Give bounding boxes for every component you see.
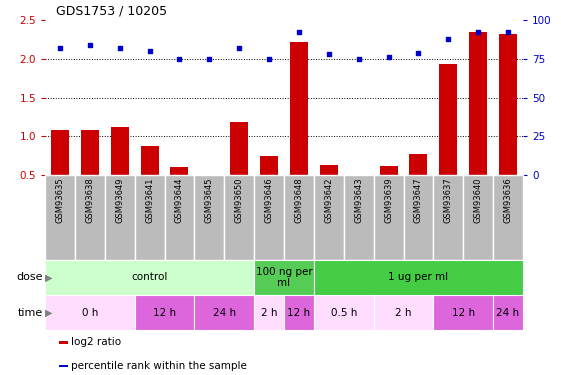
Bar xyxy=(45,175,75,260)
Point xyxy=(414,50,423,55)
Text: 12 h: 12 h xyxy=(452,308,475,318)
Bar xyxy=(81,130,99,175)
Bar xyxy=(105,175,135,260)
Text: control: control xyxy=(131,273,168,282)
Text: GSM93644: GSM93644 xyxy=(175,177,184,223)
Text: 24 h: 24 h xyxy=(496,308,519,318)
Point xyxy=(324,51,333,57)
Bar xyxy=(194,175,224,260)
Bar xyxy=(434,295,493,330)
Text: 2 h: 2 h xyxy=(261,308,277,318)
Text: 12 h: 12 h xyxy=(153,308,176,318)
Bar xyxy=(320,165,338,175)
Text: GSM93640: GSM93640 xyxy=(473,177,482,223)
Bar xyxy=(45,260,254,295)
Bar xyxy=(51,130,69,175)
Bar xyxy=(284,175,314,260)
Point xyxy=(56,45,65,51)
Point xyxy=(115,45,124,51)
Text: GSM93643: GSM93643 xyxy=(354,177,363,223)
Bar xyxy=(493,175,523,260)
Point xyxy=(234,45,243,51)
Bar xyxy=(314,260,523,295)
Text: 2 h: 2 h xyxy=(396,308,412,318)
Text: GSM93647: GSM93647 xyxy=(414,177,423,223)
Text: 24 h: 24 h xyxy=(213,308,236,318)
Point xyxy=(175,56,184,62)
Text: GDS1753 / 10205: GDS1753 / 10205 xyxy=(56,5,167,18)
Point xyxy=(85,42,94,48)
Text: 12 h: 12 h xyxy=(287,308,310,318)
Bar xyxy=(75,175,105,260)
Bar xyxy=(374,295,434,330)
Point xyxy=(444,36,453,42)
Text: GSM93648: GSM93648 xyxy=(295,177,304,223)
Point xyxy=(354,56,363,62)
Text: log2 ratio: log2 ratio xyxy=(71,337,121,347)
Text: percentile rank within the sample: percentile rank within the sample xyxy=(71,361,247,371)
Bar xyxy=(290,42,308,175)
Text: GSM93650: GSM93650 xyxy=(234,177,243,223)
Bar xyxy=(469,32,487,175)
Bar xyxy=(374,175,403,260)
Text: 0 h: 0 h xyxy=(81,308,98,318)
Bar xyxy=(434,175,463,260)
Text: GSM93646: GSM93646 xyxy=(265,177,274,223)
Point xyxy=(295,29,304,35)
Point xyxy=(205,56,214,62)
Bar xyxy=(59,341,68,344)
Text: GSM93637: GSM93637 xyxy=(444,177,453,223)
Text: GSM93635: GSM93635 xyxy=(56,177,65,223)
Text: GSM93639: GSM93639 xyxy=(384,177,393,223)
Bar xyxy=(254,260,314,295)
Bar xyxy=(344,175,374,260)
Bar xyxy=(164,175,194,260)
Bar xyxy=(135,295,194,330)
Bar xyxy=(254,295,284,330)
Text: GSM93641: GSM93641 xyxy=(145,177,154,223)
Text: GSM93649: GSM93649 xyxy=(115,177,124,223)
Text: GSM93636: GSM93636 xyxy=(504,177,513,223)
Text: 0.5 h: 0.5 h xyxy=(330,308,357,318)
Text: 100 ng per
ml: 100 ng per ml xyxy=(256,267,312,288)
Bar xyxy=(260,156,278,175)
Bar xyxy=(380,166,398,175)
Bar xyxy=(463,175,493,260)
Text: GSM93645: GSM93645 xyxy=(205,177,214,223)
Bar xyxy=(493,295,523,330)
Bar xyxy=(314,295,374,330)
Bar xyxy=(224,175,254,260)
Bar xyxy=(59,364,68,367)
Bar xyxy=(141,146,159,175)
Text: ▶: ▶ xyxy=(44,273,52,282)
Text: GSM93638: GSM93638 xyxy=(85,177,94,223)
Text: ▶: ▶ xyxy=(44,308,52,318)
Bar xyxy=(111,127,128,175)
Bar xyxy=(439,64,457,175)
Point xyxy=(384,54,393,60)
Text: 1 ug per ml: 1 ug per ml xyxy=(388,273,448,282)
Text: time: time xyxy=(18,308,43,318)
Bar xyxy=(135,175,164,260)
Bar xyxy=(45,295,135,330)
Bar xyxy=(314,175,344,260)
Point xyxy=(504,29,513,35)
Bar xyxy=(194,295,254,330)
Bar xyxy=(254,175,284,260)
Bar xyxy=(499,34,517,175)
Bar xyxy=(410,154,427,175)
Text: dose: dose xyxy=(16,273,43,282)
Bar xyxy=(284,295,314,330)
Text: GSM93642: GSM93642 xyxy=(324,177,333,223)
Bar xyxy=(171,167,188,175)
Point xyxy=(265,56,274,62)
Point xyxy=(473,29,482,35)
Bar xyxy=(230,122,248,175)
Point xyxy=(145,48,154,54)
Bar xyxy=(403,175,434,260)
